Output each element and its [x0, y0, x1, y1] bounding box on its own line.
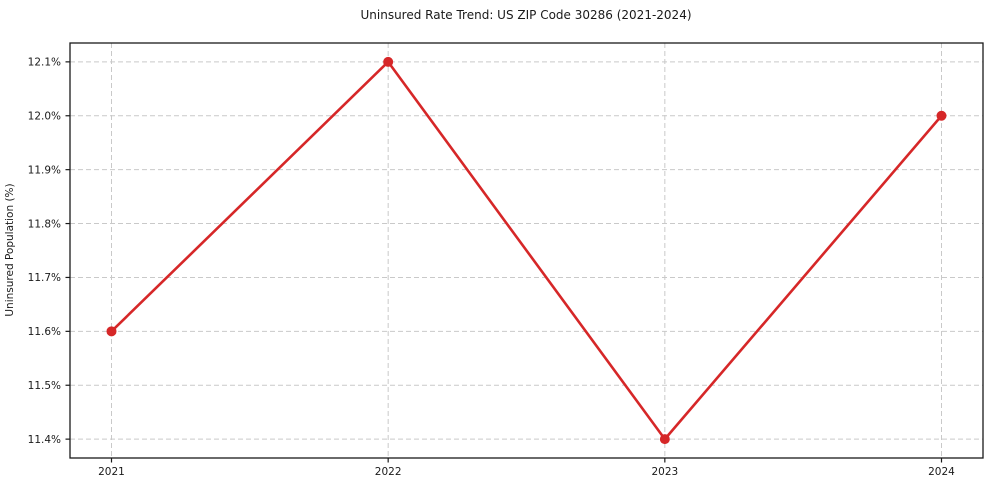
x-tick-label: 2021: [98, 466, 125, 478]
y-tick-label: 11.5%: [28, 380, 61, 392]
data-point-marker: [106, 326, 117, 337]
y-axis-label: Uninsured Population (%): [4, 183, 16, 316]
y-tick-label: 11.6%: [28, 326, 61, 338]
y-tick-label: 12.0%: [28, 110, 61, 122]
x-tick-label: 2022: [375, 466, 402, 478]
y-tick-label: 12.1%: [28, 57, 61, 69]
x-tick-label: 2024: [928, 466, 955, 478]
plot-border: [69, 42, 984, 459]
y-tick-label: 11.8%: [28, 218, 61, 230]
data-point-marker: [936, 110, 947, 121]
axes-layer: 11.4% 11.5% 11.6% 11.7% 11.8% 11.9% 12.0% 12.1%…: [28, 42, 984, 478]
data-point-marker: [659, 434, 670, 445]
y-tick-label: 11.4%: [28, 434, 61, 446]
series-layer: [106, 56, 947, 445]
chart-title: Uninsured Rate Trend: US ZIP Code 30286 …: [360, 8, 691, 22]
y-tick-label: 11.9%: [28, 164, 61, 176]
data-point-marker: [383, 56, 394, 67]
trend-line: [110, 60, 943, 441]
grid-layer: [70, 43, 983, 458]
x-tick-label: 2023: [651, 466, 678, 478]
y-tick-label: 11.7%: [28, 272, 61, 284]
